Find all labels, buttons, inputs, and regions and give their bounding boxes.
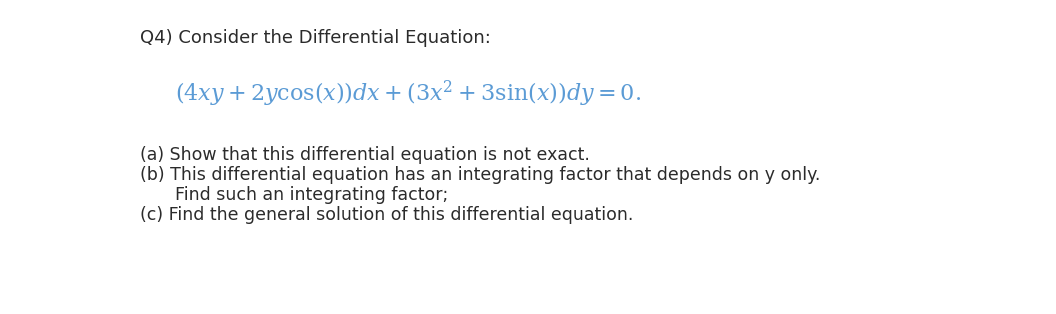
Text: Find such an integrating factor;: Find such an integrating factor; bbox=[175, 186, 448, 204]
Text: Q4) Consider the Differential Equation:: Q4) Consider the Differential Equation: bbox=[140, 29, 491, 47]
Text: $(4xy + 2y\cos(x))dx + (3x^2 + 3\sin(x))dy = 0.$: $(4xy + 2y\cos(x))dx + (3x^2 + 3\sin(x))… bbox=[175, 79, 641, 109]
Text: (c) Find the general solution of this differential equation.: (c) Find the general solution of this di… bbox=[140, 206, 634, 224]
Text: (a) Show that this differential equation is not exact.: (a) Show that this differential equation… bbox=[140, 146, 590, 164]
Text: (b) This differential equation has an integrating factor that depends on y only.: (b) This differential equation has an in… bbox=[140, 166, 821, 184]
